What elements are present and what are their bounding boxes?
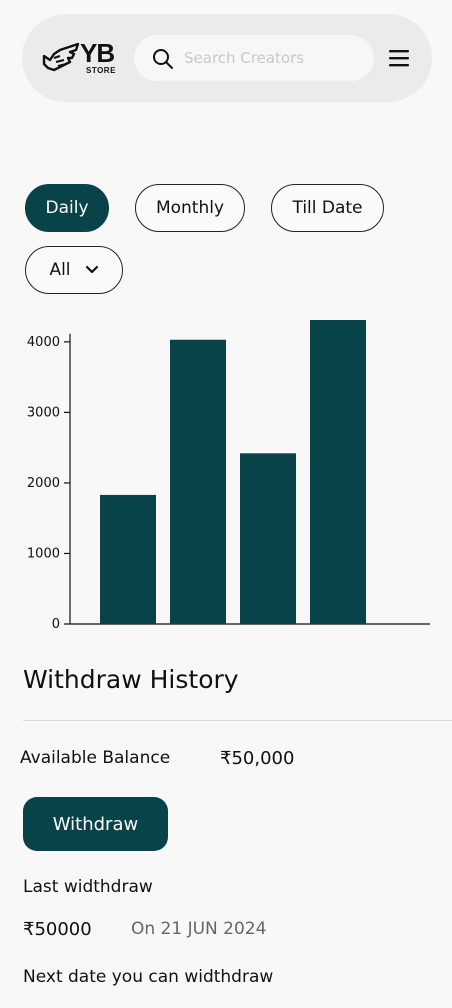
tab-till-date[interactable]: Till Date bbox=[271, 184, 384, 232]
chevron-down-icon bbox=[85, 265, 98, 274]
tab-daily[interactable]: Daily bbox=[25, 184, 109, 232]
logo-subtext: STORE bbox=[86, 66, 116, 75]
next-withdraw-label: Next date you can widthdraw bbox=[23, 967, 274, 987]
y-tick-label: 0 bbox=[52, 617, 60, 632]
search-bar[interactable] bbox=[134, 35, 374, 81]
y-tick-label: 1000 bbox=[27, 546, 60, 561]
app-header: YB STORE bbox=[22, 14, 432, 102]
tab-monthly-label: Monthly bbox=[155, 198, 225, 218]
last-withdraw-date: On 21 JUN 2024 bbox=[131, 919, 267, 939]
withdraw-button[interactable]: Withdraw bbox=[23, 797, 168, 851]
section-title: Withdraw History bbox=[23, 665, 239, 694]
filter-dropdown-value: All bbox=[49, 260, 71, 280]
divider bbox=[23, 720, 452, 721]
balance-label: Available Balance bbox=[20, 748, 171, 768]
y-tick-label: 2000 bbox=[27, 476, 60, 491]
chart-bar[interactable] bbox=[170, 339, 226, 624]
tab-till-date-label: Till Date bbox=[292, 198, 363, 218]
balance-value: ₹50,000 bbox=[220, 748, 295, 769]
chart-bar[interactable] bbox=[240, 453, 296, 624]
logo-text: YB bbox=[80, 38, 115, 68]
chart-bar[interactable] bbox=[100, 494, 156, 624]
search-icon bbox=[153, 49, 173, 69]
menu-icon[interactable] bbox=[388, 48, 410, 68]
search-input[interactable] bbox=[184, 43, 364, 73]
hand-logo-icon bbox=[42, 42, 80, 72]
tab-monthly[interactable]: Monthly bbox=[135, 184, 245, 232]
chart-bar[interactable] bbox=[310, 320, 366, 624]
last-withdraw-label: Last widthdraw bbox=[23, 877, 153, 897]
last-withdraw-amount: ₹50000 bbox=[23, 919, 92, 940]
filter-dropdown[interactable]: All bbox=[25, 246, 123, 294]
y-tick-label: 3000 bbox=[27, 405, 60, 420]
withdraw-bar-chart: 0 1000 2000 3000 4000 bbox=[27, 320, 430, 632]
brand-logo[interactable]: YB STORE bbox=[40, 38, 120, 80]
y-tick-label: 4000 bbox=[27, 335, 60, 350]
tab-daily-label: Daily bbox=[45, 198, 89, 218]
